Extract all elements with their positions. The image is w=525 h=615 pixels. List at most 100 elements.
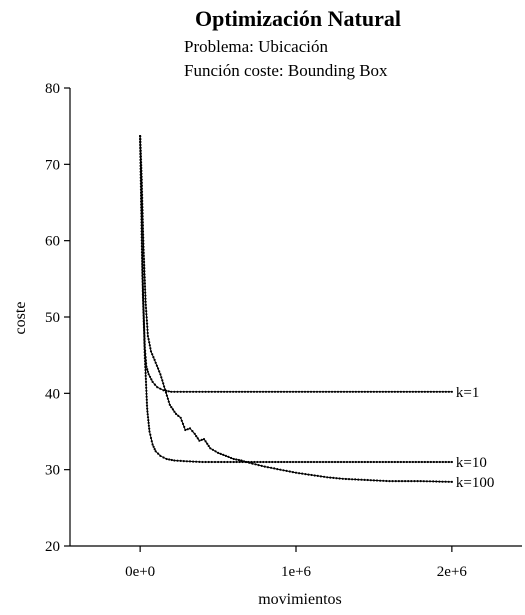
series-point-k-100 (170, 406, 173, 409)
series-point-k-100 (142, 239, 145, 242)
series-point-k-10 (143, 357, 146, 360)
series-point-k-1 (192, 390, 195, 393)
series-point-k-1 (402, 390, 405, 393)
series-point-k-10 (324, 460, 328, 464)
series-point-k-1 (285, 390, 289, 393)
series-point-k-1 (321, 390, 325, 393)
series-point-k-10 (387, 460, 390, 464)
series-point-k-10 (435, 460, 438, 464)
series-point-k-10 (149, 436, 153, 440)
series-point-k-100 (301, 472, 304, 475)
series-point-k-10 (238, 460, 241, 464)
series-point-k-100 (360, 478, 363, 481)
series-point-k-100 (142, 254, 145, 257)
series-point-k-100 (139, 149, 142, 152)
series-point-k-1 (393, 390, 396, 393)
y-tick-label: 80 (45, 81, 60, 97)
series-point-k-100 (245, 460, 248, 464)
series-point-k-100 (143, 285, 147, 288)
series-point-k-10 (381, 460, 384, 464)
series-point-k-100 (369, 479, 372, 482)
series-point-k-10 (229, 460, 232, 464)
series-point-k-100 (217, 451, 220, 454)
series-point-k-100 (413, 480, 416, 483)
series-point-k-1 (342, 390, 346, 393)
series-point-k-10 (170, 458, 173, 462)
series-point-k-10 (141, 268, 144, 271)
series-point-k-100 (161, 379, 164, 382)
series-point-k-10 (210, 460, 213, 464)
series-point-k-10 (140, 251, 144, 254)
series-point-k-10 (143, 341, 146, 345)
series-point-k-10 (142, 314, 145, 317)
series-point-k-10 (145, 386, 148, 389)
series-point-k-100 (354, 478, 357, 481)
series-point-k-100 (375, 479, 379, 482)
series-point-k-100 (391, 480, 394, 483)
series-point-k-10 (148, 427, 151, 430)
series-point-k-100 (146, 328, 149, 331)
series-point-k-100 (143, 279, 146, 282)
series-point-k-10 (217, 460, 220, 464)
series-point-k-1 (258, 390, 262, 393)
series-point-k-1 (414, 390, 417, 393)
series-point-k-100 (166, 397, 169, 400)
series-point-k-10 (159, 454, 162, 457)
series-point-k-1 (429, 390, 432, 393)
series-point-k-100 (142, 248, 145, 251)
series-point-k-1 (426, 390, 429, 393)
series-point-k-10 (204, 460, 207, 464)
series-point-k-10 (271, 460, 274, 464)
series-point-k-100 (146, 325, 149, 328)
series-point-k-100 (441, 480, 444, 483)
series-point-k-1 (182, 390, 185, 393)
series-point-k-1 (156, 386, 159, 389)
series-point-k-100 (140, 175, 143, 178)
series-point-k-1 (147, 373, 150, 376)
series-point-k-1 (261, 390, 265, 393)
series-point-k-100 (142, 236, 145, 239)
series-point-k-100 (163, 385, 166, 388)
series-point-k-1 (232, 390, 235, 393)
series-point-k-100 (164, 388, 167, 391)
series-point-k-1 (146, 370, 149, 373)
series-point-k-1 (351, 390, 354, 393)
series-point-k-1 (345, 390, 349, 393)
series-point-k-100 (143, 276, 146, 279)
series-point-k-100 (206, 442, 209, 445)
series-point-k-10 (396, 460, 399, 464)
series-point-k-10 (384, 460, 387, 464)
series-point-k-100 (147, 338, 150, 341)
series-point-k-1 (315, 390, 319, 393)
series-point-k-100 (394, 480, 397, 483)
x-tick-label: 1e+6 (281, 564, 312, 580)
series-point-k-100 (140, 184, 143, 187)
series-label-k-10: k=10 (456, 455, 487, 471)
series-point-k-100 (385, 479, 388, 483)
series-point-k-1 (273, 390, 277, 393)
series-point-k-1 (330, 390, 334, 393)
series-point-k-10 (423, 460, 426, 464)
series-point-k-10 (141, 274, 144, 277)
series-point-k-1 (173, 390, 176, 393)
series-point-k-10 (152, 445, 155, 448)
y-tick-label: 30 (45, 463, 60, 479)
series-point-k-1 (207, 390, 210, 393)
series-point-k-1 (303, 390, 307, 393)
series-point-k-100 (151, 353, 154, 356)
series-point-k-1 (226, 390, 229, 393)
series-point-k-1 (170, 390, 173, 393)
series-point-k-10 (145, 392, 148, 395)
series-point-k-100 (279, 468, 282, 471)
series-point-k-100 (162, 382, 165, 385)
series-point-k-10 (142, 305, 145, 308)
series-point-k-10 (309, 460, 313, 464)
series-point-k-10 (450, 460, 453, 464)
series-point-k-10 (182, 460, 185, 463)
y-tick-label: 20 (45, 539, 60, 555)
series-point-k-10 (144, 365, 147, 369)
series-point-k-10 (357, 460, 360, 464)
series-point-k-1 (441, 390, 444, 393)
series-point-k-100 (335, 477, 338, 480)
series-point-k-10 (157, 452, 160, 455)
